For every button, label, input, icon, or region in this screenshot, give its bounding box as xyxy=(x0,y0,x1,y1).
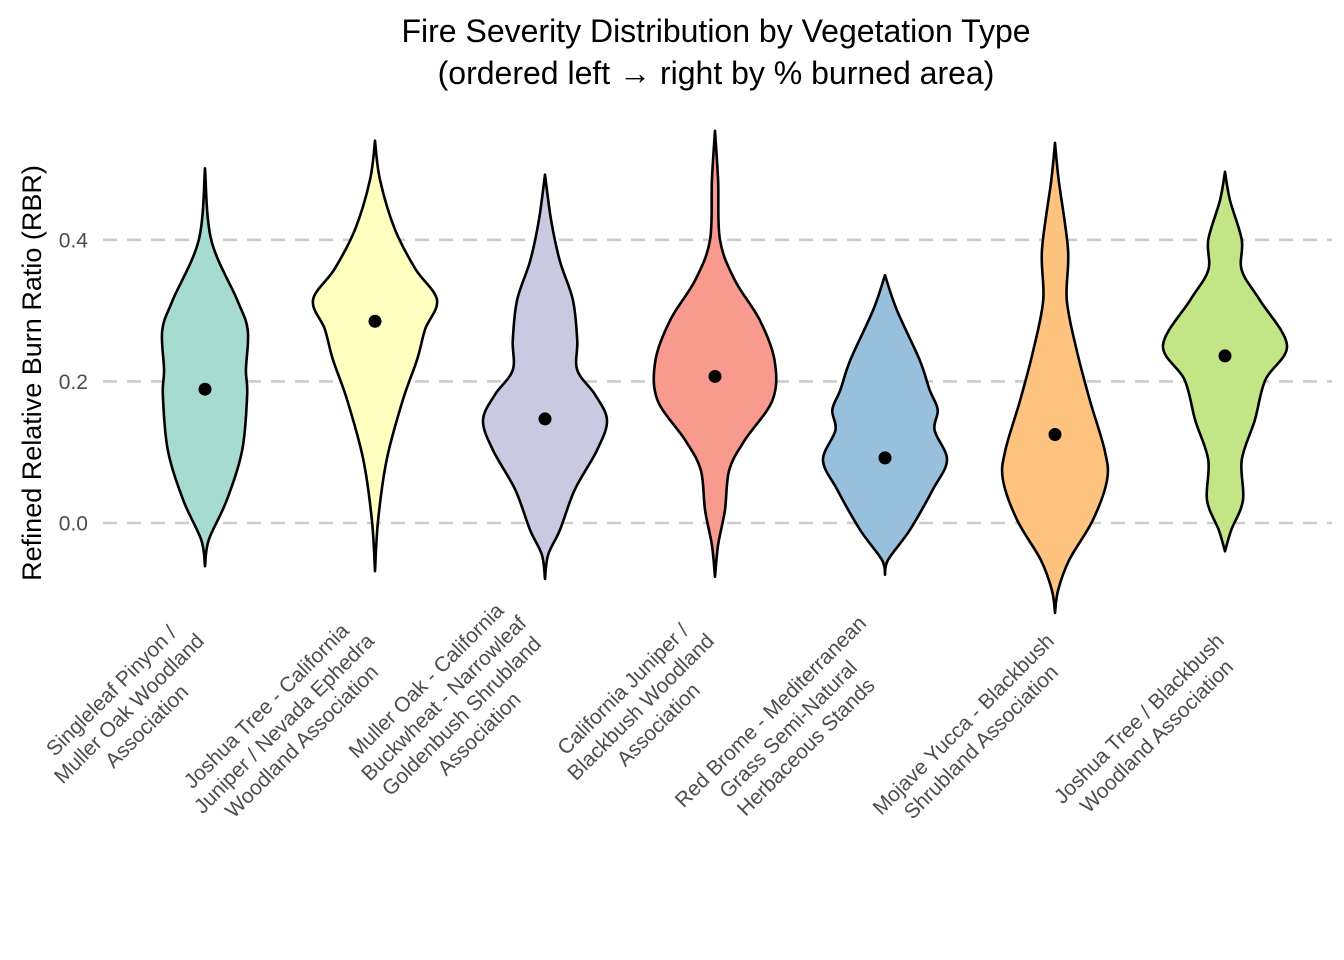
violin-center-point xyxy=(1048,428,1062,441)
y-axis-label: Refined Relative Burn Ratio (RBR) xyxy=(17,165,47,581)
violin-shape xyxy=(652,129,778,579)
violin-shape xyxy=(1000,141,1110,615)
violin-shape xyxy=(311,139,439,573)
violin-center-point xyxy=(1218,349,1232,363)
violin-shape xyxy=(160,166,250,568)
y-tick-label: 0.0 xyxy=(59,513,88,536)
violin-center-point xyxy=(878,451,892,465)
x-tick-label-line: Juniper / Nevada Ephedra xyxy=(190,629,379,818)
violin-center-point xyxy=(198,382,212,396)
x-tick-label-line: Blackbush Woodland xyxy=(563,629,718,784)
violin-shape xyxy=(481,173,609,581)
y-tick-label: 0.2 xyxy=(59,371,88,394)
x-tick-label-line: Muller Oak Woodland xyxy=(50,629,209,788)
y-tick-label: 0.4 xyxy=(59,229,89,252)
gridlines xyxy=(103,238,1332,525)
violin-group xyxy=(1000,141,1110,615)
x-tick-label-line: Mojave Yucca - Blackbush xyxy=(869,629,1059,819)
violin-group xyxy=(160,166,250,568)
x-tick-label-line: Shrubland Association xyxy=(900,661,1063,824)
x-tick-label-line: Woodland Association xyxy=(1076,656,1238,818)
chart-title: Fire Severity Distribution by Vegetation… xyxy=(401,13,1030,49)
violin-center-point xyxy=(708,369,722,383)
violin-shape xyxy=(821,273,949,576)
violin-center-point xyxy=(538,412,552,426)
y-axis-ticks: 0.0 0.2 0.4 xyxy=(59,229,89,535)
violin-group xyxy=(821,273,949,576)
violin-group xyxy=(652,129,778,579)
chart-subtitle: (ordered left → right by % burned area) xyxy=(438,55,995,91)
x-axis-ticks: Singleleaf Pinyon /Muller Oak WoodlandAs… xyxy=(42,599,1238,824)
violin-group xyxy=(311,139,439,573)
violins xyxy=(160,129,1289,615)
violin-group xyxy=(481,173,609,581)
violin-group xyxy=(1161,170,1289,553)
x-tick-label-line: Joshua Tree / Blackbush xyxy=(1050,629,1229,808)
violin-center-point xyxy=(368,314,382,328)
